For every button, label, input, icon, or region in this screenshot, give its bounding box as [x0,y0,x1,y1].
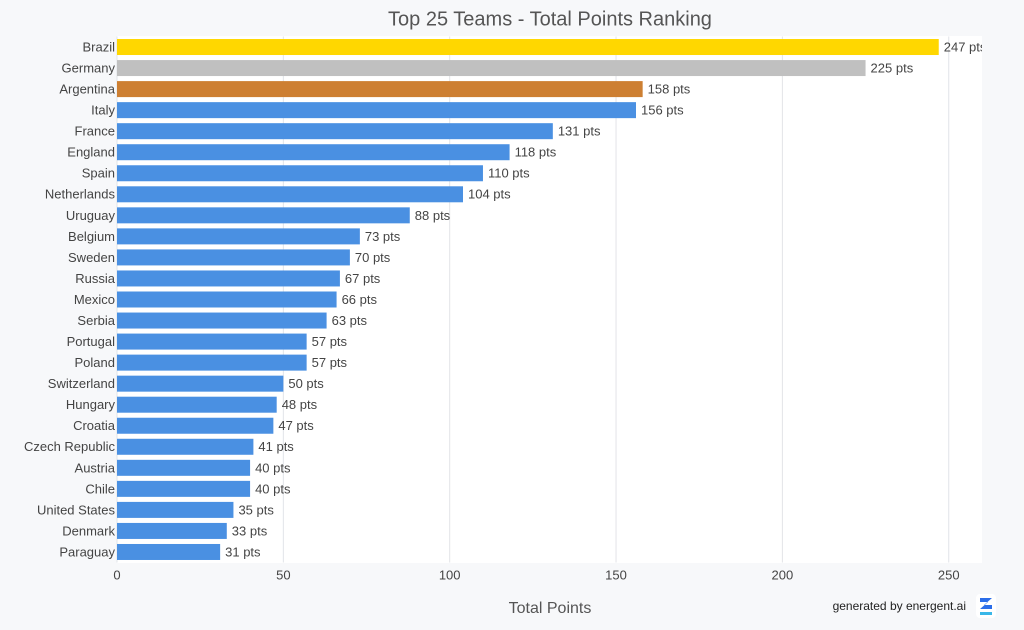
value-label: 88 pts [415,208,451,223]
bar [117,396,277,413]
value-label: 156 pts [641,103,684,118]
y-tick-label: Switzerland [48,376,115,391]
y-tick-label: Paraguay [59,544,115,559]
value-label: 158 pts [648,82,691,97]
y-tick-label: Croatia [73,418,116,433]
value-label: 67 pts [345,271,381,286]
value-label: 110 pts [488,166,530,181]
logo [976,594,996,618]
y-tick-label: Italy [91,103,115,118]
bar [117,375,284,392]
bar [117,333,307,350]
y-tick-label: Germany [62,60,116,75]
value-label: 57 pts [312,334,348,349]
y-tick-label: Serbia [77,313,115,328]
bar [117,270,340,287]
value-label: 63 pts [332,313,368,328]
value-label: 66 pts [342,292,378,307]
footer: generated by energent.ai [833,599,966,613]
x-axis-title: Total Points [509,600,592,617]
bar [117,354,307,371]
y-tick-label: Russia [75,271,116,286]
bar [117,522,227,539]
value-label: 57 pts [312,355,348,370]
y-tick-label: France [75,124,115,139]
value-label: 50 pts [288,376,324,391]
bar [117,165,483,182]
bar [117,228,360,245]
bar [117,291,337,308]
x-tick-label: 0 [113,567,120,582]
y-tick-label: Uruguay [66,208,116,223]
y-tick-label: Portugal [67,334,116,349]
bar [117,543,221,560]
bar [117,207,410,224]
bar [117,81,643,98]
value-label: 41 pts [258,439,294,454]
bar [117,438,254,455]
value-label: 131 pts [558,124,601,139]
y-tick-label: Poland [75,355,115,370]
y-tick-label: Netherlands [45,187,116,202]
bar [117,312,327,329]
value-label: 47 pts [278,418,314,433]
y-tick-label: Brazil [82,39,115,54]
value-label: 40 pts [255,481,291,496]
x-tick-label: 250 [938,567,960,582]
y-tick-label: Denmark [62,523,115,538]
x-tick-label: 100 [439,567,461,582]
y-tick-label: Spain [82,166,115,181]
bar [117,249,350,266]
y-tick-label: Mexico [74,292,115,307]
value-label: 35 pts [238,502,274,517]
value-label: 40 pts [255,460,291,475]
value-label: 70 pts [355,250,391,265]
value-label: 33 pts [232,523,268,538]
y-tick-label: England [67,145,115,160]
y-tick-label: Belgium [68,229,115,244]
value-label: 247 pts [944,39,987,54]
value-label: 225 pts [871,60,914,75]
chart-title: Top 25 Teams - Total Points Ranking [388,8,712,30]
y-tick-label: Argentina [59,82,115,97]
bar [117,501,234,518]
value-label: 31 pts [225,544,261,559]
value-label: 73 pts [365,229,401,244]
value-label: 104 pts [468,187,511,202]
x-tick-label: 200 [772,567,794,582]
y-tick-label: Hungary [66,397,116,412]
bar [117,459,251,476]
y-tick-label: Sweden [68,250,115,265]
bar [117,102,636,119]
y-tick-label: Austria [75,460,116,475]
value-label: 48 pts [282,397,318,412]
bar [117,39,939,56]
bar [117,144,510,161]
bar [117,186,463,203]
y-tick-label: Czech Republic [24,439,116,454]
bar [117,60,866,77]
x-tick-label: 150 [605,567,627,582]
bar [117,417,274,434]
y-tick-label: Chile [85,481,115,496]
y-tick-label: United States [37,502,116,517]
bar [117,123,553,140]
bar [117,480,251,497]
x-tick-label: 50 [276,567,290,582]
value-label: 118 pts [515,145,557,160]
